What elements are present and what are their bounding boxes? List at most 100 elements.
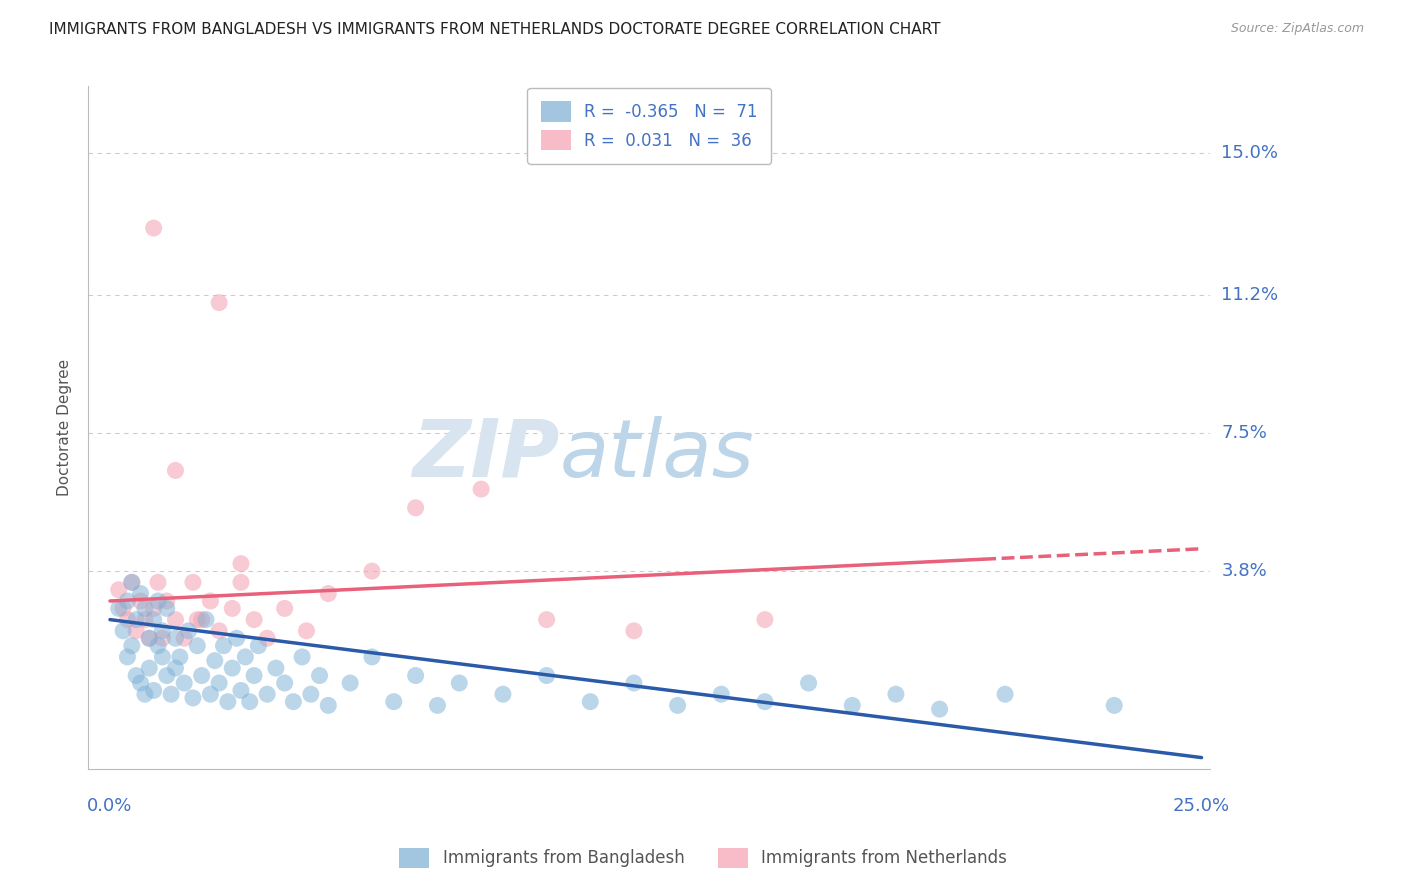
Point — [426, 698, 449, 713]
Point — [117, 613, 139, 627]
Point — [710, 687, 733, 701]
Text: 0.0%: 0.0% — [87, 797, 132, 814]
Point — [754, 613, 776, 627]
Point — [156, 668, 179, 682]
Point — [107, 582, 129, 597]
Point — [173, 676, 195, 690]
Point — [536, 668, 558, 682]
Point — [190, 613, 212, 627]
Text: 15.0%: 15.0% — [1222, 145, 1278, 162]
Text: 11.2%: 11.2% — [1222, 286, 1278, 304]
Point — [204, 654, 226, 668]
Point — [190, 668, 212, 682]
Point — [1102, 698, 1125, 713]
Point — [129, 594, 152, 608]
Y-axis label: Doctorate Degree: Doctorate Degree — [58, 359, 72, 496]
Point — [112, 601, 135, 615]
Point — [138, 661, 160, 675]
Point — [316, 586, 339, 600]
Point — [134, 613, 156, 627]
Point — [156, 594, 179, 608]
Point — [208, 295, 231, 310]
Point — [138, 632, 160, 646]
Point — [186, 639, 208, 653]
Point — [121, 639, 143, 653]
Point — [142, 613, 165, 627]
Point — [405, 668, 427, 682]
Point — [256, 632, 278, 646]
Point — [233, 649, 256, 664]
Point — [129, 676, 152, 690]
Point — [884, 687, 907, 701]
Point — [623, 676, 645, 690]
Point — [229, 683, 252, 698]
Point — [125, 613, 148, 627]
Point — [125, 668, 148, 682]
Point — [623, 624, 645, 638]
Point — [217, 695, 239, 709]
Point — [295, 624, 318, 638]
Point — [797, 676, 820, 690]
Point — [146, 575, 169, 590]
Point — [129, 586, 152, 600]
Point — [142, 601, 165, 615]
Point — [165, 661, 187, 675]
Point — [579, 695, 602, 709]
Point — [283, 695, 305, 709]
Point — [264, 661, 287, 675]
Point — [160, 687, 183, 701]
Point — [229, 575, 252, 590]
Point — [177, 624, 200, 638]
Point — [256, 687, 278, 701]
Point — [666, 698, 689, 713]
Point — [200, 687, 222, 701]
Point — [181, 575, 204, 590]
Point — [382, 695, 405, 709]
Point — [117, 594, 139, 608]
Point — [243, 613, 266, 627]
Point — [239, 695, 262, 709]
Point — [200, 594, 222, 608]
Point — [308, 668, 330, 682]
Point — [186, 613, 208, 627]
Point — [173, 632, 195, 646]
Point — [156, 601, 179, 615]
Point — [146, 639, 169, 653]
Point — [212, 639, 235, 653]
Point — [146, 594, 169, 608]
Point — [165, 632, 187, 646]
Point — [316, 698, 339, 713]
Point — [208, 676, 231, 690]
Point — [125, 624, 148, 638]
Point — [107, 601, 129, 615]
Point — [165, 613, 187, 627]
Point — [134, 687, 156, 701]
Point — [165, 463, 187, 477]
Point — [134, 601, 156, 615]
Point — [361, 564, 384, 578]
Point — [361, 649, 384, 664]
Point — [405, 500, 427, 515]
Point — [121, 575, 143, 590]
Legend: Immigrants from Bangladesh, Immigrants from Netherlands: Immigrants from Bangladesh, Immigrants f… — [392, 841, 1014, 875]
Point — [449, 676, 471, 690]
Point — [291, 649, 314, 664]
Point — [273, 601, 295, 615]
Point — [150, 632, 173, 646]
Point — [221, 661, 243, 675]
Point — [243, 668, 266, 682]
Point — [928, 702, 950, 716]
Point — [138, 632, 160, 646]
Point — [112, 624, 135, 638]
Legend: R =  -0.365   N =  71, R =  0.031   N =  36: R = -0.365 N = 71, R = 0.031 N = 36 — [527, 88, 770, 163]
Point — [229, 557, 252, 571]
Text: ZIP: ZIP — [412, 416, 560, 494]
Point — [273, 676, 295, 690]
Point — [492, 687, 515, 701]
Point — [142, 683, 165, 698]
Point — [299, 687, 322, 701]
Point — [121, 575, 143, 590]
Point — [754, 695, 776, 709]
Text: 25.0%: 25.0% — [1173, 797, 1230, 814]
Text: IMMIGRANTS FROM BANGLADESH VS IMMIGRANTS FROM NETHERLANDS DOCTORATE DEGREE CORRE: IMMIGRANTS FROM BANGLADESH VS IMMIGRANTS… — [49, 22, 941, 37]
